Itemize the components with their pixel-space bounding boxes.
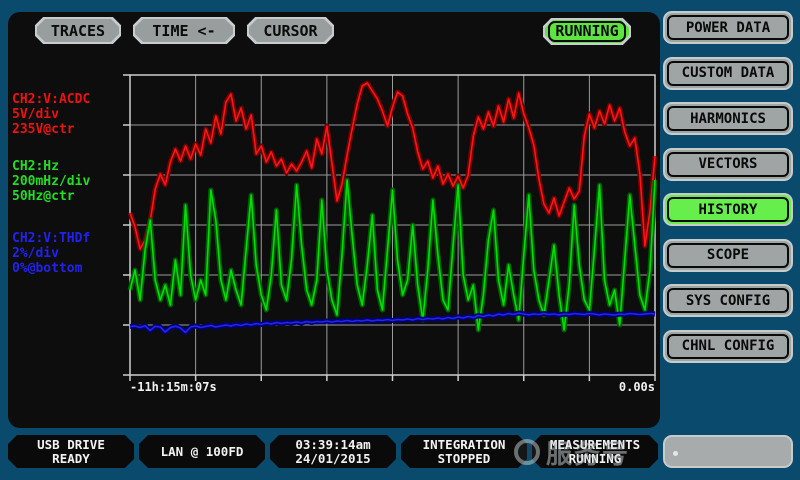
- time-axis-labels: -11h:15m:07s 0.00s: [130, 380, 655, 394]
- menu-history-button[interactable]: HISTORY: [663, 193, 793, 226]
- status-date: 24/01/2015: [295, 450, 371, 466]
- running-status-face: RUNNING: [545, 20, 629, 43]
- status-integration: INTEGRATION STOPPED: [401, 435, 527, 468]
- time-button[interactable]: TIME <-: [133, 17, 235, 44]
- menu-power-data-button[interactable]: POWER DATA: [663, 11, 793, 44]
- menu-custom-data-label: CUSTOM DATA: [667, 60, 789, 86]
- blank-softkey-button[interactable]: [663, 435, 793, 468]
- menu-history-label: HISTORY: [667, 197, 789, 222]
- main-display-panel: TRACES TIME <- CURSOR RUNNING CH2:V:ACDC…: [8, 12, 660, 428]
- status-usb: USB DRIVE READY: [8, 435, 134, 468]
- menu-scope-label: SCOPE: [667, 242, 789, 268]
- channel-name: CH2:Hz: [12, 159, 59, 174]
- menu-sys-config-button[interactable]: SYS CONFIG: [663, 284, 793, 317]
- cursor-button-label: CURSOR: [263, 21, 318, 40]
- channel-scale: 5V/div: [12, 107, 59, 122]
- watermark-dot: [673, 451, 678, 456]
- menu-scope-button[interactable]: SCOPE: [663, 238, 793, 272]
- channel-ref: 0%@bottom: [12, 261, 83, 276]
- menu-chnl-config-label: CHNL CONFIG: [667, 333, 789, 359]
- menu-sys-config-label: SYS CONFIG: [667, 288, 789, 313]
- status-measurements-line2: RUNNING: [568, 450, 622, 466]
- status-measurements: MEASUREMENTS RUNNING: [532, 435, 658, 468]
- menu-power-data-label: POWER DATA: [667, 15, 789, 40]
- status-time: 03:39:14am: [295, 436, 371, 452]
- status-integration-line2: STOPPED: [437, 450, 491, 466]
- channel-name: CH2:V:ACDC: [12, 92, 91, 107]
- cursor-button-face: CURSOR: [249, 19, 332, 42]
- status-lan: LAN @ 100FD: [139, 435, 265, 468]
- channel-ref: 235V@ctr: [12, 122, 75, 137]
- status-bar: USB DRIVE READY LAN @ 100FD 03:39:14am 2…: [8, 435, 658, 468]
- menu-chnl-config-button[interactable]: CHNL CONFIG: [663, 329, 793, 363]
- status-integration-line1: INTEGRATION: [422, 436, 506, 452]
- channel-scale: 2%/div: [12, 246, 59, 261]
- time-axis-end: 0.00s: [618, 380, 655, 394]
- traces-button-label: TRACES: [50, 21, 106, 40]
- cursor-button[interactable]: CURSOR: [247, 17, 334, 44]
- main-menu: POWER DATA CUSTOM DATA HARMONICS VECTORS…: [663, 11, 793, 375]
- channel-legend-frequency: CH2:Hz 200mHz/div 50Hz@ctr: [12, 159, 130, 204]
- status-lan-line1: LAN @ 100FD: [160, 443, 244, 459]
- history-graph: [123, 74, 658, 381]
- menu-harmonics-button[interactable]: HARMONICS: [663, 102, 793, 135]
- menu-vectors-button[interactable]: VECTORS: [663, 147, 793, 181]
- time-button-face: TIME <-: [135, 19, 233, 42]
- channel-legend-thd: CH2:V:THDf 2%/div 0%@bottom: [12, 231, 130, 276]
- channel-scale: 200mHz/div: [12, 174, 91, 189]
- status-usb-line2: READY: [52, 450, 90, 466]
- status-usb-line1: USB DRIVE: [37, 436, 105, 452]
- traces-button-face: TRACES: [37, 19, 119, 42]
- status-clock: 03:39:14am 24/01/2015: [270, 435, 396, 468]
- menu-harmonics-label: HARMONICS: [667, 106, 789, 131]
- channel-name: CH2:V:THDf: [12, 231, 91, 246]
- traces-button[interactable]: TRACES: [35, 17, 121, 44]
- channel-ref: 50Hz@ctr: [12, 189, 75, 204]
- menu-vectors-label: VECTORS: [667, 151, 789, 177]
- status-measurements-line1: MEASUREMENTS: [549, 436, 641, 452]
- menu-custom-data-button[interactable]: CUSTOM DATA: [663, 56, 793, 90]
- time-axis-start: -11h:15m:07s: [130, 380, 217, 394]
- running-status-button[interactable]: RUNNING: [543, 18, 631, 45]
- channel-legend-voltage: CH2:V:ACDC 5V/div 235V@ctr: [12, 92, 130, 137]
- running-status-label: RUNNING: [548, 21, 625, 42]
- time-button-label: TIME <-: [152, 21, 216, 40]
